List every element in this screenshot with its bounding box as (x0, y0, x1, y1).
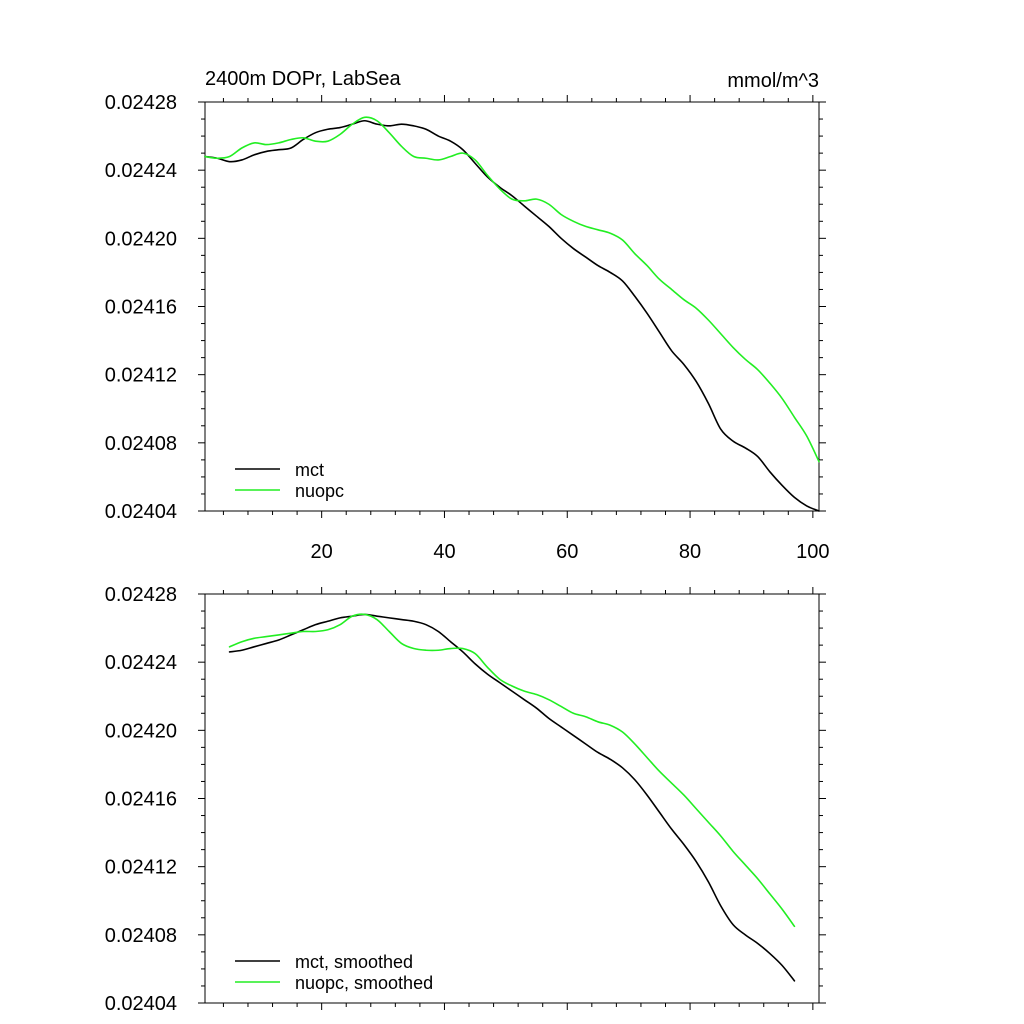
top-y-tick-label: 0.02408 (105, 433, 177, 455)
top-y-tick-label: 0.02428 (105, 92, 177, 114)
bottom-series-mct-line (228, 613, 796, 982)
bottom-y-tick-label: 0.02408 (105, 925, 177, 947)
top-panel: 2400m DOPr, LabSea mmol/m^3 20 40 60 80 100 0… (105, 68, 830, 563)
top-x-tick-label: 20 (311, 541, 333, 563)
top-legend-label-mct: mct (295, 460, 324, 480)
top-y-tick-label: 0.02424 (105, 160, 177, 182)
top-series-nuopc-line (204, 116, 820, 463)
top-series-mct-line (204, 119, 820, 512)
top-y-tick-label: 0.02404 (105, 501, 177, 523)
top-x-tick-label: 60 (556, 541, 578, 563)
top-y-tick-label: 0.02420 (105, 228, 177, 250)
bottom-y-tick-label: 0.02412 (105, 857, 177, 879)
bottom-y-tick-label: 0.02416 (105, 789, 177, 811)
bottom-y-tick-label: 0.02424 (105, 652, 177, 674)
top-y-tick-label: 0.02412 (105, 365, 177, 387)
top-x-tick-label: 80 (679, 541, 701, 563)
top-plot-frame (204, 101, 820, 512)
bottom-legend-label-mct: mct, smoothed (295, 952, 413, 972)
bottom-y-tick-label: 0.02404 (105, 993, 177, 1015)
top-x-tick-label: 100 (796, 541, 829, 563)
top-legend-label-nuopc: nuopc (295, 481, 344, 501)
top-y-tick-label: 0.02416 (105, 297, 177, 319)
bottom-panel: 0.02404 0.02408 0.02412 0.02416 0.02420 0.024… (105, 584, 826, 1015)
top-units-label: mmol/m^3 (727, 70, 819, 92)
bottom-y-tick-label: 0.02420 (105, 720, 177, 742)
bottom-plot-frame (204, 593, 820, 1004)
bottom-series-nuopc-line (228, 613, 796, 928)
top-chart-title: 2400m DOPr, LabSea (205, 68, 402, 90)
bottom-y-tick-label: 0.02428 (105, 584, 177, 606)
top-x-tick-label: 40 (433, 541, 455, 563)
bottom-legend-label-nuopc: nuopc, smoothed (295, 973, 433, 993)
